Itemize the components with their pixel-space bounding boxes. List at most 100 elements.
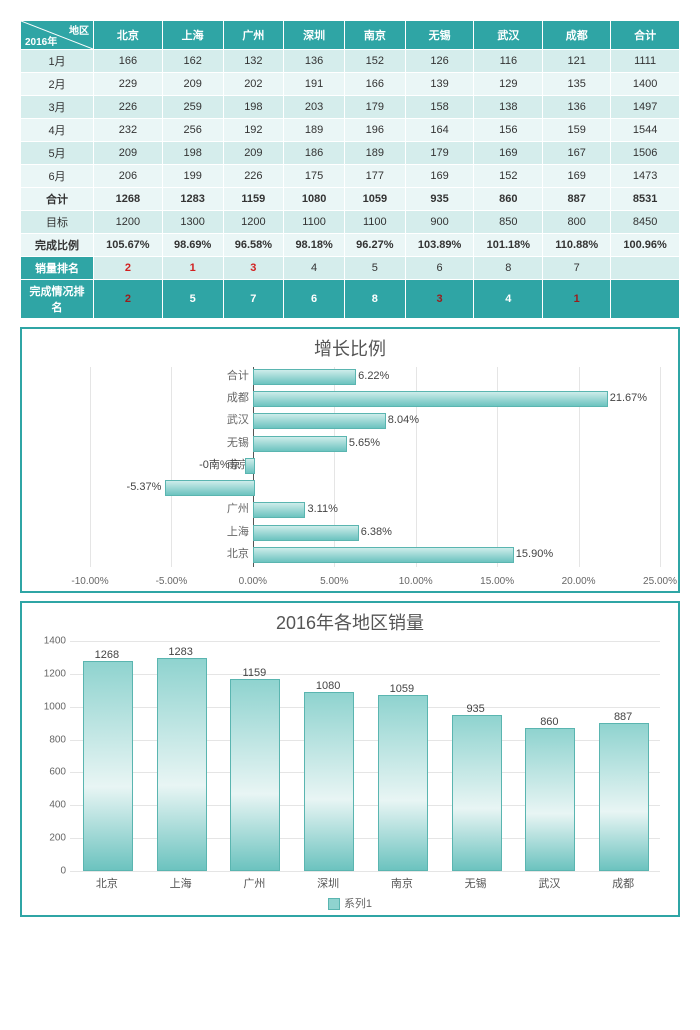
cell: 203 — [284, 96, 345, 119]
hbar-row: 南京-0南%京 — [90, 456, 660, 474]
cell: 1400 — [611, 73, 680, 96]
row-label: 目标 — [21, 211, 94, 234]
cell: 138 — [474, 96, 543, 119]
hbar-category: 广州 — [199, 500, 249, 518]
cell: 8 — [474, 257, 543, 280]
cell: 229 — [94, 73, 163, 96]
cell: 166 — [94, 50, 163, 73]
cell: 96.58% — [223, 234, 284, 257]
cell: 935 — [405, 188, 474, 211]
hbar-bar — [165, 480, 254, 496]
vbar-value: 887 — [599, 711, 647, 723]
hbar-value: -0南%京 — [195, 456, 241, 474]
vbar-category: 成都 — [612, 875, 634, 891]
cell: 232 — [94, 119, 163, 142]
cell: 1 — [543, 280, 611, 319]
vbar-category: 南京 — [391, 875, 413, 891]
hbar-row: 广州3.11% — [90, 500, 660, 518]
cell: 121 — [543, 50, 611, 73]
y-tick: 1200 — [44, 668, 66, 679]
table-row: 合计126812831159108010599358608878531 — [21, 188, 680, 211]
vbar-category: 武汉 — [538, 875, 560, 891]
cell: 3 — [223, 257, 284, 280]
cell: 189 — [284, 119, 345, 142]
vbar-value: 1059 — [378, 683, 426, 695]
cell: 196 — [344, 119, 405, 142]
cell: 156 — [474, 119, 543, 142]
table-row: 5月2091982091861891791691671506 — [21, 142, 680, 165]
cell: 5 — [344, 257, 405, 280]
cell: 98.69% — [162, 234, 223, 257]
x-tick: 25.00% — [643, 576, 677, 587]
vbar-category: 无锡 — [465, 875, 487, 891]
hbar-row: 武汉8.04% — [90, 411, 660, 429]
sales-table: 地区 2016年 北京 上海 广州 深圳 南京 无锡 武汉 成都 合计 1月16… — [20, 20, 680, 319]
row-label: 完成情况排名 — [21, 280, 94, 319]
cell: 1300 — [162, 211, 223, 234]
cell: 103.89% — [405, 234, 474, 257]
cell: 1200 — [94, 211, 163, 234]
cell: 116 — [474, 50, 543, 73]
cell: 5 — [162, 280, 223, 319]
cell: 135 — [543, 73, 611, 96]
cell: 186 — [284, 142, 345, 165]
vbar-bar — [378, 695, 428, 871]
vbar-bar — [304, 692, 354, 871]
cell: 6 — [405, 257, 474, 280]
vbar-category: 北京 — [96, 875, 118, 891]
cell: 192 — [223, 119, 284, 142]
vbar-value: 935 — [452, 703, 500, 715]
row-label: 销量排名 — [21, 257, 94, 280]
table-row: 4月2322561921891961641561591544 — [21, 119, 680, 142]
cell: 179 — [344, 96, 405, 119]
hbar-category: 无锡 — [199, 434, 249, 452]
hbar-row: 合计6.22% — [90, 367, 660, 385]
cell: 126 — [405, 50, 474, 73]
cell: 169 — [543, 165, 611, 188]
y-tick: 1400 — [44, 636, 66, 647]
hbar-bar — [253, 525, 359, 541]
col-h: 上海 — [162, 21, 223, 50]
cell: 198 — [162, 142, 223, 165]
cell: 159 — [543, 119, 611, 142]
hbar-value: 21.67% — [610, 389, 647, 407]
col-h: 武汉 — [474, 21, 543, 50]
cell: 7 — [223, 280, 284, 319]
cell: 1497 — [611, 96, 680, 119]
y-tick: 0 — [60, 866, 66, 877]
hbar-bar — [253, 391, 608, 407]
vbar-value: 1080 — [304, 680, 352, 692]
table-row: 销量排名21345687 — [21, 257, 680, 280]
hbar-value: 15.90% — [516, 545, 553, 563]
col-h: 成都 — [543, 21, 611, 50]
row-label: 5月 — [21, 142, 94, 165]
vbar-category: 上海 — [170, 875, 192, 891]
cell: 110.88% — [543, 234, 611, 257]
cell: 152 — [474, 165, 543, 188]
hbar-bar — [245, 458, 255, 474]
y-tick: 600 — [49, 767, 66, 778]
cell: 4 — [284, 257, 345, 280]
y-tick: 800 — [49, 734, 66, 745]
cell: 8450 — [611, 211, 680, 234]
cell — [611, 257, 680, 280]
cell: 1100 — [344, 211, 405, 234]
cell: 169 — [474, 142, 543, 165]
hbar-bar — [253, 369, 356, 385]
hbar-row: 无锡5.65% — [90, 434, 660, 452]
cell: 162 — [162, 50, 223, 73]
sales-chart: 2016年各地区销量 02004006008001000120014001268… — [20, 601, 680, 917]
cell — [611, 280, 680, 319]
cell: 226 — [223, 165, 284, 188]
col-h: 合计 — [611, 21, 680, 50]
cell: 101.18% — [474, 234, 543, 257]
hbar-bar — [253, 436, 347, 452]
table-row: 2月2292092021911661391291351400 — [21, 73, 680, 96]
cell: 1 — [162, 257, 223, 280]
growth-chart: 增长比例 -10.00%-5.00%0.00%5.00%10.00%15.00%… — [20, 327, 680, 593]
vbar-value: 860 — [525, 716, 573, 728]
vbar-category: 广州 — [243, 875, 265, 891]
cell: 1506 — [611, 142, 680, 165]
col-h: 南京 — [344, 21, 405, 50]
cell: 1100 — [284, 211, 345, 234]
